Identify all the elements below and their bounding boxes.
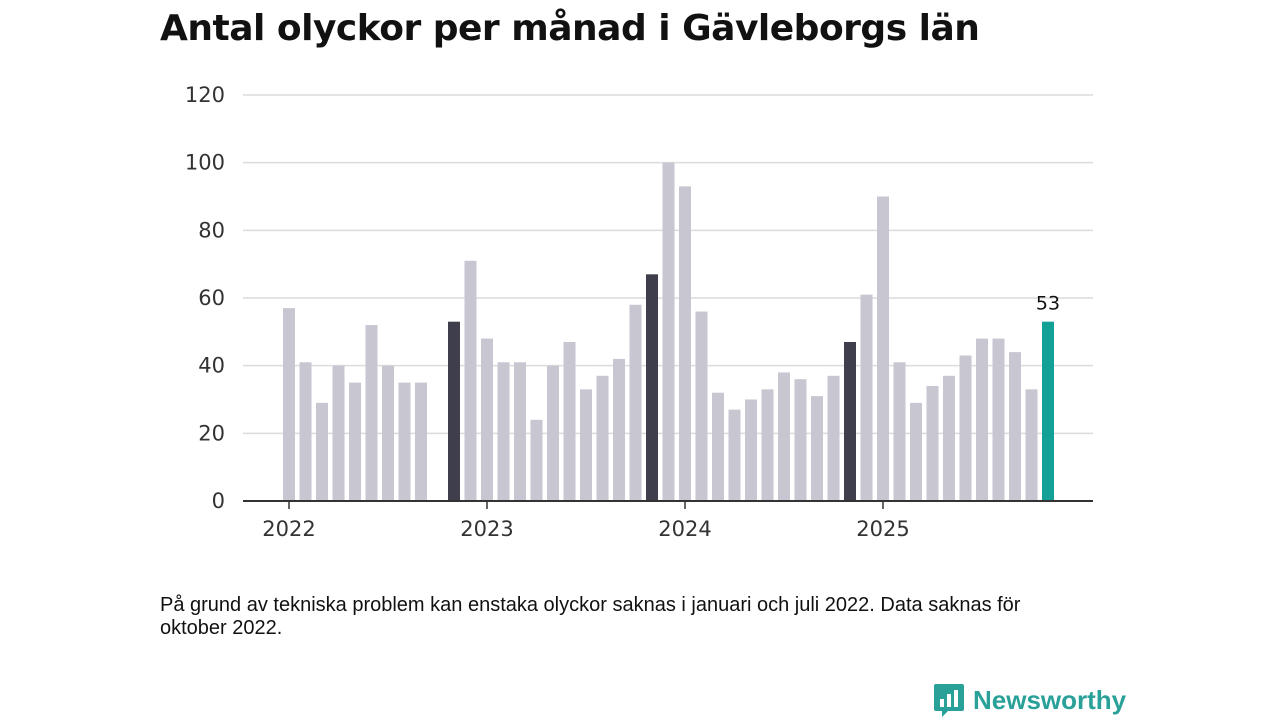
bar [910, 402, 922, 501]
bar [976, 338, 988, 501]
bar [745, 399, 757, 501]
bars [283, 162, 1054, 501]
bar [679, 186, 691, 501]
brand-logo: Newsworthy [933, 682, 1126, 718]
y-axis-labels: 0 20 40 60 80 100 120 [185, 83, 225, 513]
x-axis-labels: 2022 2023 2024 2025 [262, 501, 910, 541]
bar [926, 385, 939, 501]
bar [695, 311, 708, 501]
bar [448, 321, 460, 501]
bar [761, 389, 774, 501]
bar [1042, 321, 1054, 501]
bar [332, 365, 345, 501]
bar [415, 382, 427, 501]
bar [893, 362, 906, 501]
bar [712, 392, 724, 501]
bar [514, 362, 526, 501]
bar [283, 308, 295, 501]
bar [844, 341, 856, 501]
bar [596, 375, 609, 501]
newsworthy-logo-icon [934, 684, 964, 717]
x-tick-label: 2024 [658, 517, 711, 541]
chart-title: Antal olyckor per månad i Gävleborgs län [160, 8, 980, 49]
bar [580, 389, 592, 501]
y-tick-label: 80 [198, 218, 225, 242]
annotations: 53 [1036, 293, 1060, 315]
x-tick-label: 2022 [262, 517, 315, 541]
bar [778, 372, 790, 501]
bar-chart: 0 20 40 60 80 100 120 2022 2023 2024 2025 53 [185, 83, 1093, 541]
bar [398, 382, 411, 501]
y-tick-label: 60 [198, 286, 225, 310]
footnote: På grund av tekniska problem kan enstaka… [160, 594, 1021, 639]
x-tick-label: 2023 [460, 517, 513, 541]
bar [811, 396, 823, 501]
bar [629, 304, 642, 501]
bar [613, 358, 625, 501]
bar [349, 382, 361, 501]
x-tick-label: 2025 [856, 517, 909, 541]
data-label-latest: 53 [1036, 293, 1060, 315]
bar [728, 409, 741, 501]
y-tick-label: 120 [185, 83, 225, 107]
bar [943, 375, 955, 501]
bar [299, 362, 312, 501]
y-tick-label: 20 [198, 421, 225, 445]
bar [860, 294, 873, 501]
y-tick-label: 40 [198, 354, 225, 378]
bar [1009, 352, 1021, 501]
bar [992, 338, 1005, 501]
bar [794, 379, 807, 501]
bar [547, 365, 559, 501]
bar [481, 338, 493, 501]
bar [316, 402, 328, 501]
bar [1025, 389, 1038, 501]
bar [959, 355, 972, 501]
bar [877, 196, 889, 501]
bar [662, 162, 675, 501]
bar [530, 419, 543, 501]
bar [827, 375, 840, 501]
bar [563, 341, 576, 501]
bar [382, 365, 394, 501]
bar [646, 274, 658, 501]
bar [464, 260, 477, 501]
bar [365, 325, 378, 501]
brand-name: Newsworthy [973, 684, 1127, 715]
y-tick-label: 100 [185, 151, 225, 175]
bar [497, 362, 510, 501]
y-tick-label: 0 [212, 489, 225, 513]
